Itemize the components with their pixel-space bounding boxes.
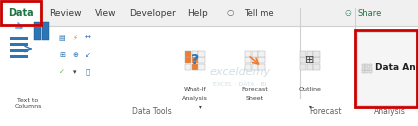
Text: EXCEL · DATA · BI: EXCEL · DATA · BI bbox=[213, 83, 267, 87]
Text: Share: Share bbox=[357, 8, 381, 18]
Bar bbox=[362, 64, 365, 66]
Text: Review: Review bbox=[49, 8, 81, 18]
Bar bbox=[185, 57, 191, 63]
Bar bbox=[365, 67, 368, 70]
Bar bbox=[300, 51, 306, 57]
Text: ?: ? bbox=[191, 53, 199, 67]
Bar bbox=[357, 32, 416, 105]
Bar bbox=[369, 64, 372, 66]
Text: Text to
Columns: Text to Columns bbox=[14, 98, 42, 109]
Bar bbox=[355, 30, 417, 107]
Bar bbox=[369, 70, 372, 73]
Bar bbox=[252, 64, 258, 70]
Text: ⊞: ⊞ bbox=[305, 55, 315, 65]
Bar bbox=[198, 57, 204, 63]
Bar bbox=[365, 70, 368, 73]
Text: ⊞: ⊞ bbox=[59, 52, 65, 58]
Text: ✓: ✓ bbox=[59, 69, 65, 75]
Text: Tell me: Tell me bbox=[244, 8, 274, 18]
Bar bbox=[2, 0, 40, 26]
Bar bbox=[258, 64, 265, 70]
Bar bbox=[192, 57, 198, 63]
Text: ↙: ↙ bbox=[85, 52, 91, 58]
Text: ▾: ▾ bbox=[308, 104, 311, 109]
Text: ▤: ▤ bbox=[59, 35, 65, 41]
Bar bbox=[314, 51, 319, 57]
Bar bbox=[314, 64, 319, 70]
Text: Analysis: Analysis bbox=[374, 107, 406, 116]
Bar bbox=[0, 26, 418, 126]
Bar bbox=[34, 22, 41, 40]
Bar bbox=[10, 43, 28, 46]
Text: Developer: Developer bbox=[129, 8, 176, 18]
Text: ⚇: ⚇ bbox=[344, 8, 352, 18]
Bar bbox=[300, 57, 306, 63]
Text: ▾: ▾ bbox=[73, 69, 77, 75]
Bar bbox=[198, 51, 204, 57]
Bar bbox=[245, 57, 251, 63]
Bar bbox=[245, 51, 251, 57]
Bar bbox=[369, 67, 372, 70]
Text: ⊕: ⊕ bbox=[72, 52, 78, 58]
Text: ○: ○ bbox=[227, 8, 234, 18]
Bar bbox=[365, 64, 368, 66]
Bar bbox=[307, 51, 313, 57]
Text: Forecast: Forecast bbox=[310, 107, 342, 116]
Bar bbox=[245, 64, 251, 70]
Bar bbox=[185, 51, 191, 57]
Text: What-If: What-If bbox=[184, 87, 206, 92]
Bar bbox=[10, 55, 28, 58]
Text: Data: Data bbox=[8, 8, 34, 18]
Text: exceldemy: exceldemy bbox=[209, 67, 270, 77]
Bar bbox=[192, 64, 198, 70]
Text: ↔: ↔ bbox=[85, 35, 91, 41]
Bar bbox=[198, 64, 204, 70]
Bar bbox=[362, 70, 365, 73]
Text: Forecast: Forecast bbox=[242, 87, 268, 92]
Text: Analysis: Analysis bbox=[182, 96, 208, 101]
Bar bbox=[192, 51, 198, 57]
Text: 🌐: 🌐 bbox=[86, 69, 90, 75]
Text: Outline: Outline bbox=[298, 87, 321, 92]
Bar bbox=[10, 37, 28, 40]
Bar bbox=[314, 57, 319, 63]
Text: ⚡: ⚡ bbox=[73, 35, 77, 41]
Bar bbox=[42, 22, 49, 40]
Bar bbox=[0, 0, 418, 26]
Text: Data Tools: Data Tools bbox=[132, 107, 172, 116]
Text: Help: Help bbox=[186, 8, 207, 18]
Bar bbox=[10, 49, 28, 52]
Text: View: View bbox=[95, 8, 117, 18]
Bar bbox=[258, 51, 265, 57]
Bar bbox=[307, 57, 313, 63]
Text: ▾: ▾ bbox=[199, 104, 201, 109]
Bar bbox=[1, 1, 41, 25]
Bar bbox=[300, 64, 306, 70]
Bar bbox=[362, 67, 365, 70]
Bar bbox=[185, 64, 191, 70]
Text: Data Analysis: Data Analysis bbox=[375, 64, 418, 72]
Bar bbox=[252, 51, 258, 57]
Text: Sheet: Sheet bbox=[246, 96, 264, 101]
Bar bbox=[307, 64, 313, 70]
Bar bbox=[258, 57, 265, 63]
Bar bbox=[252, 57, 258, 63]
